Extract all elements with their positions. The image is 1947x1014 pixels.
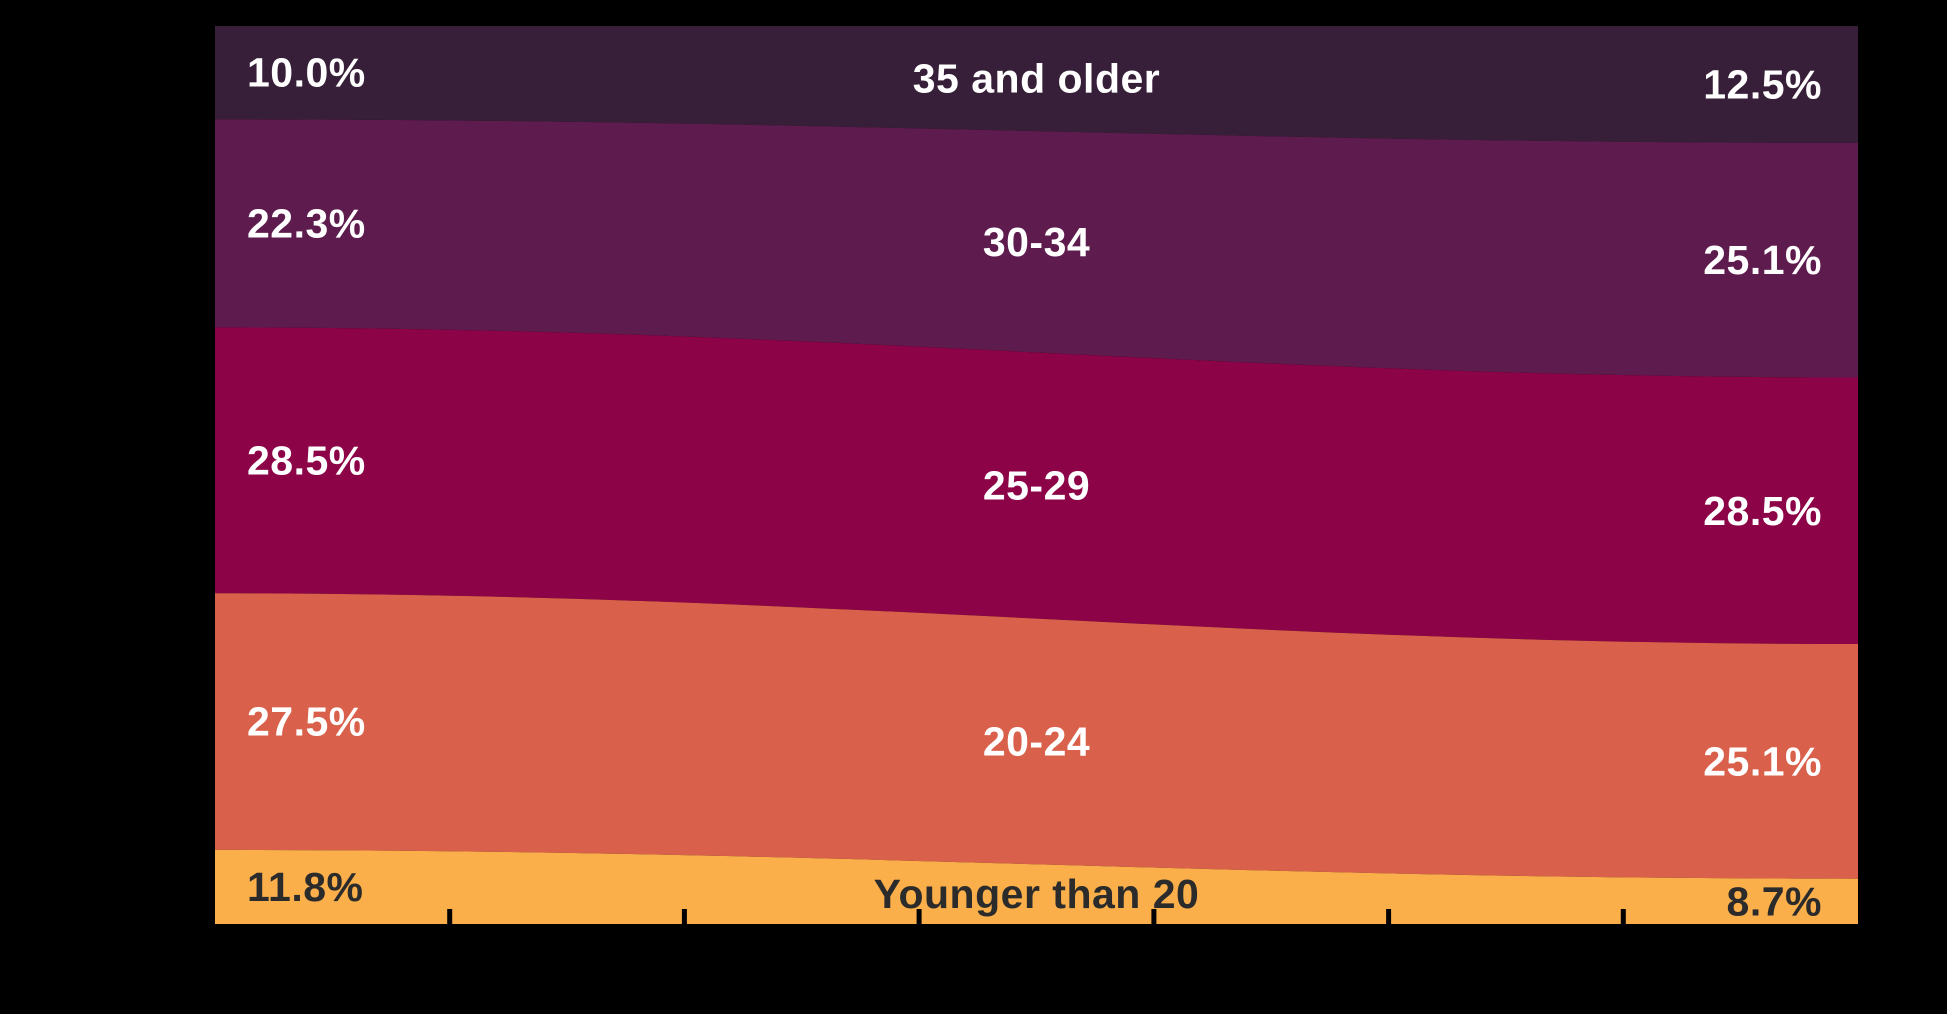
x-axis-tick-2 — [681, 909, 687, 939]
band-name-label-younger-than-20: Younger than 20 — [874, 871, 1200, 917]
right-value-label-30-34: 25.1% — [1703, 237, 1822, 283]
band-name-label-35-and-older: 35 and older — [913, 56, 1161, 102]
band-area-35-and-older — [215, 26, 1858, 143]
left-value-label-35-and-older: 10.0% — [247, 50, 366, 96]
x-axis-tick-5 — [1386, 909, 1392, 939]
band-area-30-34 — [215, 119, 1858, 378]
band-name-label-20-24: 20-24 — [983, 719, 1090, 765]
left-value-label-20-24: 27.5% — [247, 699, 366, 745]
right-value-label-younger-than-20: 8.7% — [1727, 878, 1822, 924]
right-value-label-20-24: 25.1% — [1703, 738, 1822, 784]
band-name-label-30-34: 30-34 — [983, 219, 1090, 265]
x-axis-tick-6 — [1620, 909, 1626, 939]
band-name-label-25-29: 25-29 — [983, 463, 1090, 509]
left-value-label-30-34: 22.3% — [247, 200, 366, 246]
x-axis-tick-3 — [916, 909, 922, 939]
band-area-25-29 — [215, 327, 1858, 644]
left-value-label-younger-than-20: 11.8% — [247, 864, 364, 910]
x-axis-tick-1 — [447, 909, 453, 939]
right-value-label-25-29: 28.5% — [1703, 488, 1822, 534]
left-value-label-25-29: 28.5% — [247, 437, 366, 483]
band-area-younger-than-20 — [215, 849, 1858, 924]
x-axis-tick-4 — [1151, 909, 1157, 939]
band-area-20-24 — [215, 593, 1858, 879]
right-value-label-35-and-older: 12.5% — [1703, 61, 1822, 107]
